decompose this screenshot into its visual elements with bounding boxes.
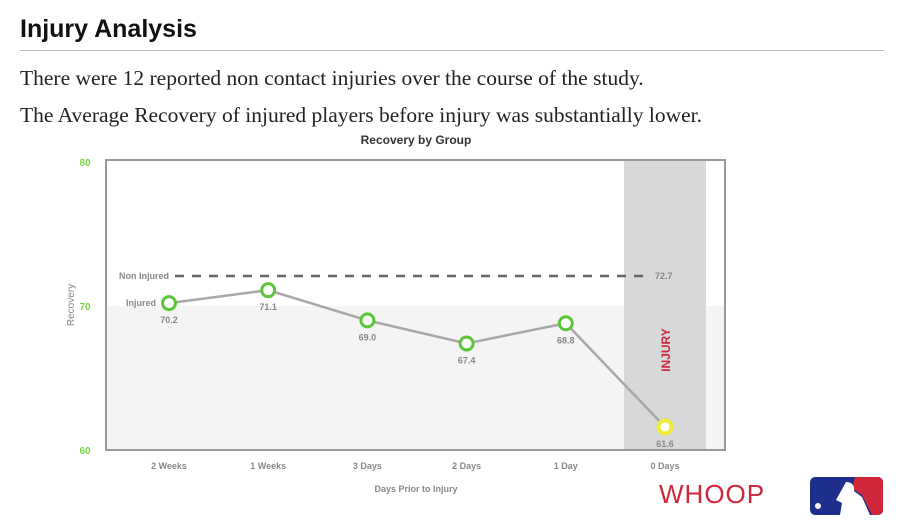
data-label: 70.2: [160, 315, 178, 325]
summary-line-1: There were 12 reported non contact injur…: [20, 66, 644, 90]
y-tick-label: 70: [79, 302, 91, 313]
lower-shade: [106, 306, 725, 450]
data-label: 71.1: [259, 302, 277, 312]
y-tick-label: 80: [79, 158, 91, 169]
data-point: [656, 418, 674, 436]
x-tick-label: 2 Weeks: [151, 461, 187, 471]
data-label: 69.0: [359, 332, 377, 342]
plot-frame: [105, 159, 726, 451]
x-tick-label: 3 Days: [353, 461, 382, 471]
data-label: 67.4: [458, 355, 476, 365]
reference-value-label: 72.7: [655, 271, 673, 281]
summary-line-2: The Average Recovery of injured players …: [20, 103, 703, 127]
x-tick-label: 1 Day: [554, 461, 578, 471]
y-tick-label: 60: [79, 446, 91, 457]
x-tick-label: 1 Weeks: [250, 461, 286, 471]
chart-title: Recovery by Group: [361, 133, 472, 147]
data-point: [458, 335, 475, 352]
data-point: [260, 282, 277, 299]
injured-series-line: [168, 288, 666, 428]
x-tick-label: 0 Days: [650, 461, 679, 471]
whoop-logo: WHOOP: [659, 479, 766, 509]
page-title: Injury Analysis: [20, 15, 197, 43]
injury-band: [624, 160, 706, 450]
x-tick-label: 2 Days: [452, 461, 481, 471]
x-axis-label: Days Prior to Injury: [374, 484, 457, 494]
data-label: 61.6: [656, 439, 674, 449]
title-divider: [20, 50, 884, 51]
injury-annotation: INJURY: [659, 328, 673, 372]
data-point: [161, 295, 177, 312]
data-label: 68.8: [557, 335, 575, 345]
y-axis-label: Recovery: [66, 284, 77, 326]
data-point: [359, 312, 376, 329]
reference-label: Non Injured: [119, 271, 169, 281]
data-point: [557, 315, 574, 332]
series-label: Injured: [126, 298, 156, 308]
